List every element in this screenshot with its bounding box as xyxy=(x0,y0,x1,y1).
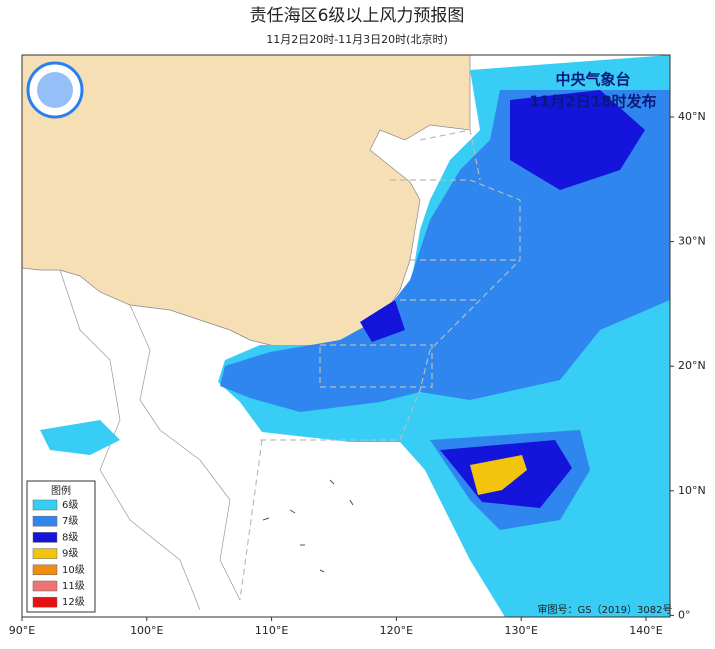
latitude-label: 30°N xyxy=(678,235,706,248)
latitude-label: 0° xyxy=(678,608,691,621)
map-frame xyxy=(21,54,671,618)
wind-9 xyxy=(470,455,527,495)
legend-label: 7级 xyxy=(62,515,78,527)
latitude-label: 40°N xyxy=(678,110,706,123)
map xyxy=(22,55,670,617)
longitude-label: 140°E xyxy=(629,624,662,637)
approval: 审图号：GS（2019）3082号 xyxy=(538,603,673,616)
longitude-label: 120°E xyxy=(380,624,413,637)
legend-label: 11级 xyxy=(62,580,85,592)
legend-label: 9级 xyxy=(62,548,78,560)
latitude-label: 20°N xyxy=(678,359,706,372)
subtitle: 11月2日20时-11月3日20时(北京时) xyxy=(266,32,448,46)
logo xyxy=(37,72,73,108)
legend-label: 10级 xyxy=(62,564,85,576)
issued: 11月2日18时发布 xyxy=(529,93,656,111)
legend-swatch xyxy=(32,532,58,543)
longitude-label: 90°E xyxy=(9,624,35,637)
legend-label: 8级 xyxy=(62,531,78,543)
legend-title: 图例 xyxy=(51,484,71,497)
longitude-label: 110°E xyxy=(255,624,288,637)
agency: 中央气象台 xyxy=(555,71,630,89)
longitude-label: 130°E xyxy=(504,624,537,637)
title: 责任海区6级以上风力预报图 xyxy=(250,6,465,26)
wind-8 xyxy=(360,300,405,342)
legend-swatch xyxy=(32,548,58,559)
legend-swatch xyxy=(32,596,58,608)
legend-swatch xyxy=(32,564,58,576)
legend-swatch xyxy=(32,499,58,511)
latitude-label: 10°N xyxy=(678,484,706,497)
sea-area-lines xyxy=(239,129,521,601)
wind-8 xyxy=(510,90,645,190)
legend-label: 12级 xyxy=(62,596,85,608)
longitude-label: 100°E xyxy=(130,624,163,637)
islands xyxy=(262,479,354,573)
generated: 6级 7级 8级 9级 10级 11级 12级 90°E 100°E 110°E 120°E 130°… xyxy=(9,110,706,637)
legend-swatch xyxy=(32,515,58,527)
legend-swatch xyxy=(32,580,58,592)
wind-6 xyxy=(40,420,120,455)
legend-label: 6级 xyxy=(62,499,78,511)
borders xyxy=(129,304,241,601)
